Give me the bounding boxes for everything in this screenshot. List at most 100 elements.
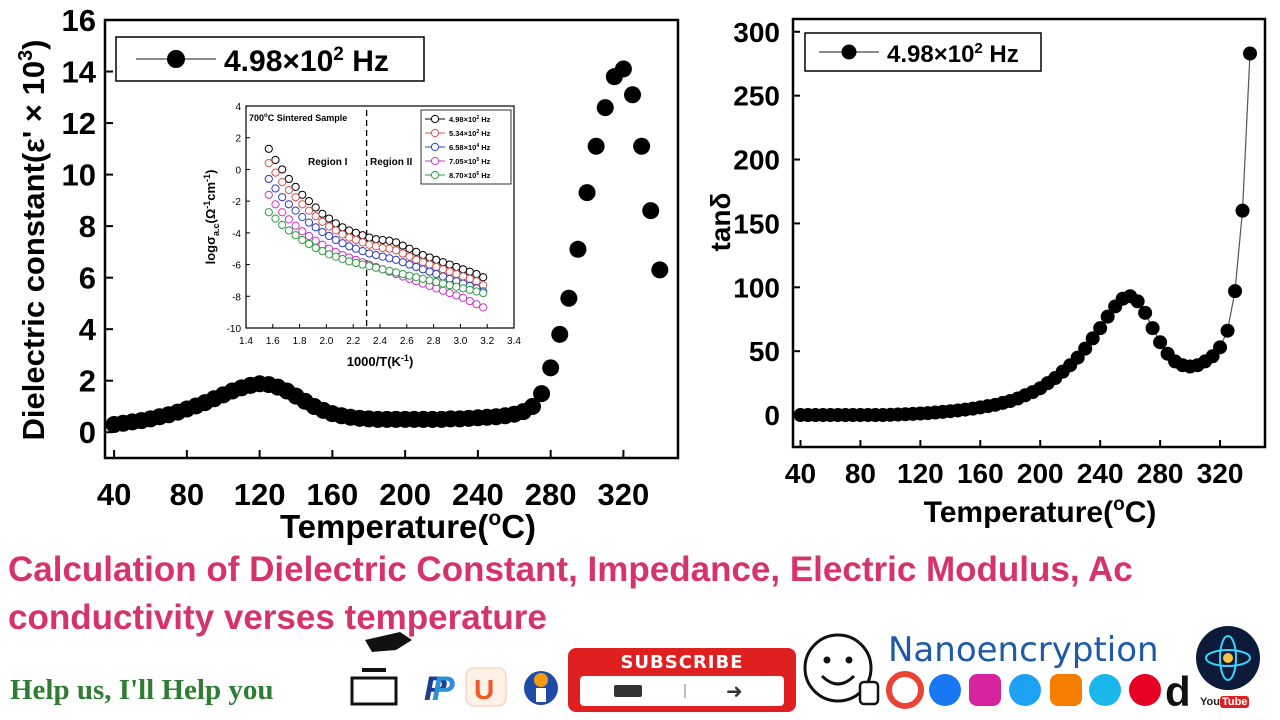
right-data-point xyxy=(1138,305,1153,320)
brand-name[interactable]: Nanoencryption xyxy=(888,630,1159,670)
inset-y-tick-label: -10 xyxy=(227,324,242,335)
paypal-icon: P P xyxy=(424,670,455,708)
left-data-point xyxy=(578,184,596,202)
inset-data-point xyxy=(438,279,448,288)
left-series-points xyxy=(105,60,669,434)
inset-data-point xyxy=(438,272,448,281)
right-x-tick-label: 80 xyxy=(845,458,876,489)
right-y-tick-label: 150 xyxy=(733,208,780,239)
inset-data-point xyxy=(398,249,407,258)
left-x-tick-label: 280 xyxy=(525,477,577,512)
inset-data-point xyxy=(452,262,461,272)
inset-data-point xyxy=(284,226,293,235)
inset-data-point xyxy=(371,242,381,251)
inset-data-point xyxy=(284,215,293,224)
inset-data-point xyxy=(398,241,407,250)
inset-data-point xyxy=(378,243,387,253)
svg-text:U: U xyxy=(474,674,494,705)
inset-data-point xyxy=(472,269,481,279)
inset-data-point xyxy=(278,208,287,217)
arrow-right-icon: ➜ xyxy=(726,679,743,703)
inset-data-point xyxy=(271,168,280,177)
right-legend-label: 4.98×102 Hz xyxy=(887,40,1019,68)
left-x-tick-label: 200 xyxy=(379,477,431,512)
wallet-u-icon: U xyxy=(465,667,507,707)
inset-data-point xyxy=(365,249,374,258)
inset-data-point xyxy=(264,174,273,184)
inset-data-point xyxy=(298,227,307,236)
inset-x-tick-label: 2.4 xyxy=(373,336,387,347)
left-data-point xyxy=(624,86,642,104)
patreon-icon xyxy=(524,671,558,705)
left-y-tick-label: 10 xyxy=(62,158,96,193)
left-data-point xyxy=(614,60,632,78)
inset-data-point xyxy=(479,289,488,298)
inset-data-point xyxy=(412,273,421,282)
inset-data-point xyxy=(412,255,421,264)
inset-data-point xyxy=(385,236,394,245)
right-data-point xyxy=(1085,331,1100,346)
subscribe-inner-panel: ➜ xyxy=(580,676,784,706)
inset-data-point xyxy=(291,193,300,202)
inset-data-point xyxy=(425,267,434,276)
right-y-tick-label: 100 xyxy=(733,272,780,303)
inset-data-point xyxy=(298,235,307,245)
divider xyxy=(684,684,686,698)
inset-data-point xyxy=(458,265,468,274)
right-plot-frame xyxy=(791,17,1267,449)
inset-data-point xyxy=(278,165,287,174)
right-data-point xyxy=(1235,203,1250,218)
left-y-tick-label: 6 xyxy=(79,261,96,296)
inset-data-point xyxy=(304,197,314,206)
svg-text:P: P xyxy=(432,670,455,708)
inset-data-point xyxy=(311,212,320,221)
inset-data-point xyxy=(365,233,374,242)
inset-data-point xyxy=(479,303,488,312)
right-x-axis-label: Temperature(oC) xyxy=(924,494,1157,529)
svg-text:P: P xyxy=(424,670,447,708)
inset-data-point xyxy=(298,190,307,199)
inset-y-axis-label: logσa.c(Ω-1cm-1) xyxy=(202,170,221,265)
inset-data-point xyxy=(264,144,273,153)
inset-legend-marker xyxy=(430,142,440,152)
subscribe-button[interactable]: SUBSCRIBE ➜ xyxy=(568,648,796,712)
inset-data-point xyxy=(418,250,427,260)
inset-data-point xyxy=(405,260,414,269)
left-legend-marker xyxy=(167,50,185,68)
inset-data-point xyxy=(358,231,367,240)
inset-data-point xyxy=(311,236,320,245)
inset-data-point xyxy=(378,252,387,261)
inset-data-point xyxy=(391,268,401,277)
youtube-logo[interactable]: You Tube xyxy=(1200,696,1250,708)
inset-data-point xyxy=(331,219,340,228)
inset-y-tick-label: 2 xyxy=(235,134,241,145)
inset-x-tick-label: 2.0 xyxy=(319,336,333,347)
left-y-tick-label: 16 xyxy=(62,3,96,38)
left-legend-label: 4.98×102 Hz xyxy=(224,44,389,78)
inset-data-point xyxy=(365,262,374,271)
inset-data-point xyxy=(398,269,407,279)
left-y-tick-label: 12 xyxy=(62,106,96,141)
inset-data-point xyxy=(345,242,354,251)
right-x-tick-label: 240 xyxy=(1077,458,1124,489)
inset-data-point xyxy=(458,284,468,293)
inset-x-tick-label: 2.2 xyxy=(346,336,360,347)
inset-data-point xyxy=(318,217,327,226)
inset-data-point xyxy=(385,254,394,263)
inset-y-tick-label: 4 xyxy=(235,102,241,113)
inset-data-point xyxy=(425,253,434,262)
inset-region-2-label: Region II xyxy=(370,157,412,168)
inset-x-axis-label: 1000/T(K-1) xyxy=(347,353,414,369)
video-title: Calculation of Dielectric Constant, Impe… xyxy=(8,550,1133,637)
right-data-point xyxy=(1243,46,1258,61)
inset-data-point xyxy=(331,252,340,261)
inset-y-ticks: 4 2 0 -2 -4 -6 -8 -10 xyxy=(227,102,250,335)
inset-data-point xyxy=(445,267,454,276)
inset-data-point xyxy=(425,260,434,269)
inset-data-point xyxy=(271,184,280,193)
right-x-tick-label: 120 xyxy=(897,458,944,489)
inset-data-point xyxy=(465,267,474,276)
inset-data-point xyxy=(291,231,300,240)
right-data-point xyxy=(1153,335,1168,350)
